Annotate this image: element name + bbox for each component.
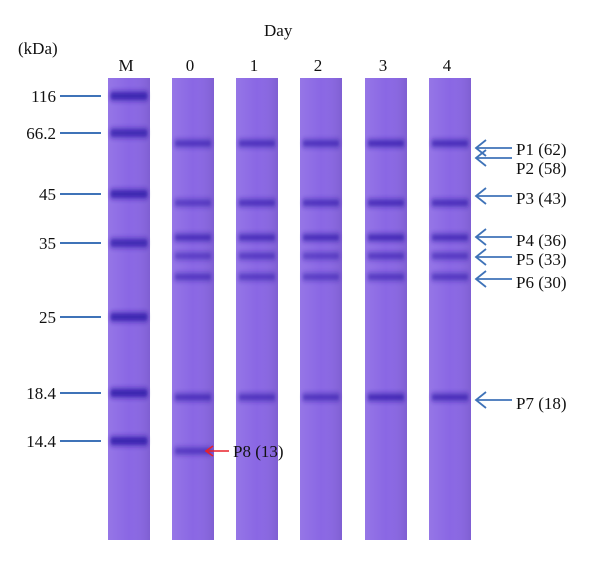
lane-label: 4 — [442, 56, 452, 75]
protein-band — [238, 140, 276, 147]
protein-band — [110, 129, 148, 137]
protein-band — [431, 234, 469, 241]
protein-band — [174, 448, 212, 454]
gel-lane — [429, 78, 471, 540]
protein-arrow — [474, 187, 512, 205]
axis-title-day: Day — [264, 21, 293, 40]
highlight-label-p8: P8 (13) — [233, 442, 284, 461]
protein-band — [431, 252, 469, 259]
protein-band — [431, 199, 469, 206]
protein-label: P5 (33) — [516, 250, 567, 269]
protein-band — [110, 313, 148, 321]
marker-label: 116 — [31, 87, 56, 106]
protein-band — [110, 190, 148, 198]
marker-label: 45 — [39, 185, 56, 204]
protein-band — [367, 394, 405, 401]
protein-band — [174, 394, 212, 401]
marker-label: 66.2 — [26, 124, 56, 143]
protein-band — [302, 273, 340, 280]
marker-label: 35 — [39, 234, 56, 253]
lane-shading — [236, 78, 278, 540]
protein-band — [174, 273, 212, 280]
protein-label: P2 (58) — [516, 159, 567, 178]
unit-label-kda: (kDa) — [18, 39, 58, 58]
lane-label: 2 — [313, 56, 323, 75]
protein-band — [238, 394, 276, 401]
protein-band — [110, 92, 148, 100]
protein-band — [367, 252, 405, 259]
lane-shading — [365, 78, 407, 540]
protein-band — [367, 199, 405, 206]
gel-lane — [236, 78, 278, 540]
protein-band — [431, 394, 469, 401]
protein-label: P3 (43) — [516, 189, 567, 208]
protein-label: P7 (18) — [516, 394, 567, 413]
gel-lane — [172, 78, 214, 540]
protein-band — [302, 252, 340, 259]
protein-band — [238, 234, 276, 241]
lane-label: 1 — [249, 56, 259, 75]
protein-band — [174, 199, 212, 206]
gel-lane — [108, 78, 150, 540]
lane-label: 3 — [378, 56, 388, 75]
protein-band — [238, 273, 276, 280]
protein-band — [431, 273, 469, 280]
lane-label: 0 — [185, 56, 195, 75]
lane-shading — [429, 78, 471, 540]
protein-arrow — [474, 248, 512, 266]
protein-band — [110, 239, 148, 247]
marker-label: 18.4 — [26, 384, 56, 403]
marker-ticks — [60, 95, 101, 442]
protein-arrow — [474, 228, 512, 246]
protein-band — [174, 234, 212, 241]
protein-band — [302, 140, 340, 147]
marker-label: 14.4 — [26, 432, 56, 451]
gel-lanes — [108, 78, 471, 540]
gel-lane — [300, 78, 342, 540]
gel-lane — [365, 78, 407, 540]
protein-arrow — [474, 270, 512, 288]
protein-band — [174, 140, 212, 147]
lane-shading — [108, 78, 150, 540]
protein-arrow — [474, 391, 512, 409]
protein-band — [110, 437, 148, 445]
protein-label: P1 (62) — [516, 140, 567, 159]
lane-label: M — [118, 56, 134, 75]
protein-band — [367, 140, 405, 147]
protein-label: P6 (30) — [516, 273, 567, 292]
protein-band — [302, 394, 340, 401]
protein-band — [302, 234, 340, 241]
protein-band — [367, 273, 405, 280]
protein-label: P4 (36) — [516, 231, 567, 250]
protein-band — [238, 199, 276, 206]
protein-band — [367, 234, 405, 241]
protein-arrows — [204, 139, 512, 457]
marker-label: 25 — [39, 308, 56, 327]
protein-band — [174, 252, 212, 259]
protein-band — [431, 140, 469, 147]
protein-band — [238, 252, 276, 259]
lane-shading — [300, 78, 342, 540]
protein-band — [110, 389, 148, 397]
protein-arrow — [474, 149, 512, 167]
highlight-arrow — [204, 445, 229, 457]
protein-band — [302, 199, 340, 206]
lane-shading — [172, 78, 214, 540]
